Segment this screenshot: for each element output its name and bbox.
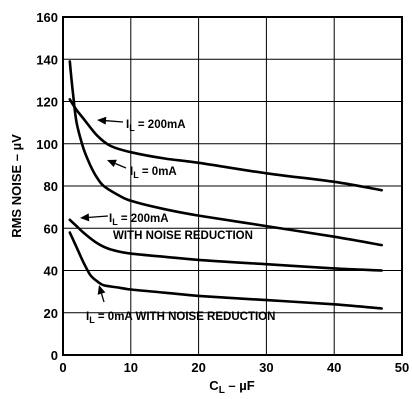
x-tick-label: 10 bbox=[124, 360, 138, 375]
curve-200ma-arrow-line bbox=[105, 120, 124, 123]
annotations: IL = 200mA IL = 0mA IL = 200mA WITH NOISE R… bbox=[86, 119, 275, 325]
curve-200ma-noise-reduction-label: IL = 200mA bbox=[109, 213, 169, 227]
curve-200ma-line bbox=[68, 98, 383, 192]
y-tick-label: 160 bbox=[36, 10, 58, 25]
plot-frame bbox=[62, 16, 403, 356]
curve-0ma-noise-reduction-label: IL = 0mA WITH NOISE REDUCTION bbox=[86, 311, 275, 325]
y-axis-label: RMS NOISE – µV bbox=[9, 134, 24, 238]
x-tick-label: 40 bbox=[327, 360, 341, 375]
y-tick-label: 120 bbox=[36, 95, 58, 110]
tick-labels: 0 10 20 30 40 50 0 20 40 60 80 100 120 140 160 bbox=[36, 10, 409, 375]
curve-0ma-noise-reduction-line bbox=[68, 231, 383, 310]
y-tick-label: 0 bbox=[51, 348, 58, 363]
x-axis-label-base: C bbox=[209, 378, 219, 393]
x-tick-label: 50 bbox=[395, 360, 409, 375]
curve-0ma-noise-reduction-arrow-line bbox=[100, 293, 105, 303]
annotation-arrows bbox=[80, 116, 127, 303]
y-tick-label: 80 bbox=[44, 179, 58, 194]
x-axis-label-rest: – µF bbox=[225, 378, 255, 393]
x-axis-label: CL – µF bbox=[209, 378, 254, 396]
curve-0ma-label: IL = 0mA bbox=[130, 166, 177, 180]
y-tick-label: 40 bbox=[44, 264, 58, 279]
curve-0ma-line bbox=[68, 60, 383, 247]
curve-200ma-label: IL = 200mA bbox=[126, 119, 186, 133]
curve-200ma-noise-reduction-arrow-line bbox=[88, 215, 109, 219]
curves bbox=[68, 60, 383, 310]
y-tick-label: 20 bbox=[44, 306, 58, 321]
curve-200ma-noise-reduction-arrow-head bbox=[80, 213, 90, 222]
x-tick-label: 20 bbox=[191, 360, 205, 375]
curve-0ma-arrow-line bbox=[115, 162, 127, 169]
curve-200ma-noise-reduction-label-line2: WITH NOISE REDUCTION bbox=[113, 230, 253, 242]
curve-200ma-arrow-head bbox=[97, 116, 107, 125]
curve-0ma-noise-reduction-arrow-head bbox=[97, 285, 106, 295]
grid-layer bbox=[62, 16, 403, 356]
x-tick-label: 0 bbox=[59, 360, 66, 375]
curve-0ma-arrow-head bbox=[107, 159, 117, 168]
x-tick-label: 30 bbox=[259, 360, 273, 375]
y-tick-label: 140 bbox=[36, 52, 58, 67]
y-tick-label: 100 bbox=[36, 137, 58, 152]
y-tick-label: 60 bbox=[44, 221, 58, 236]
x-axis-label-sub: L bbox=[219, 385, 225, 396]
curve-200ma-noise-reduction-line bbox=[68, 218, 383, 272]
